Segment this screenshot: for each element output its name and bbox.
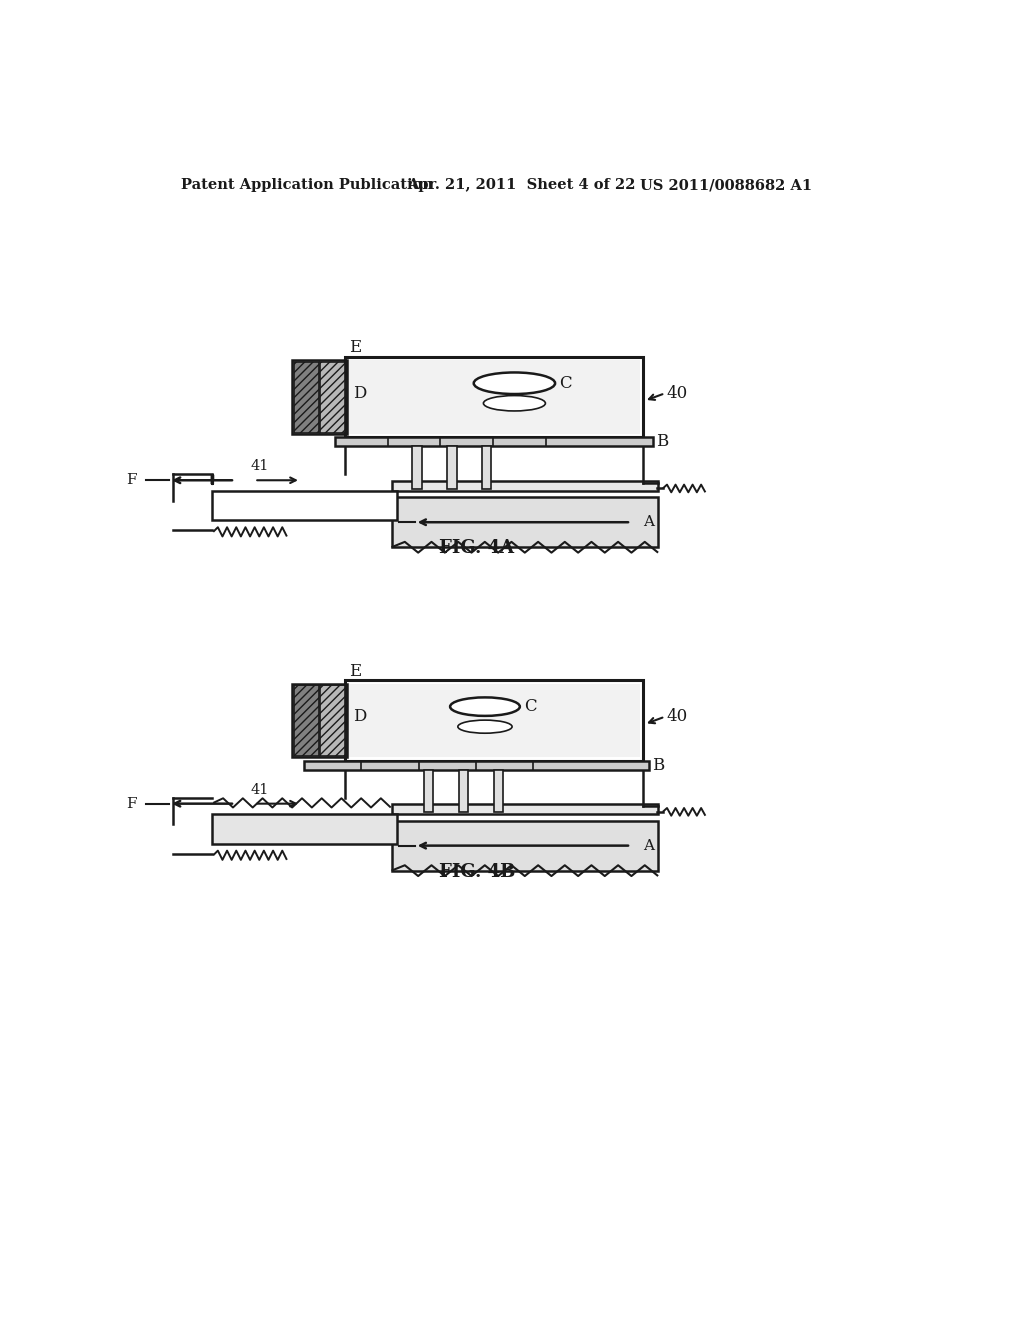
Text: FIG. 4B: FIG. 4B [438, 863, 515, 880]
Bar [424, 770, 433, 812]
Bar [348, 360, 640, 434]
Text: 40: 40 [667, 384, 688, 401]
Text: D: D [352, 384, 367, 401]
Text: US 2011/0088682 A1: US 2011/0088682 A1 [640, 178, 812, 193]
Bar [391, 498, 658, 548]
Text: B: B [652, 756, 665, 774]
Ellipse shape [483, 396, 546, 411]
Text: B: B [655, 433, 668, 450]
Bar [292, 684, 346, 758]
Text: Apr. 21, 2011  Sheet 4 of 22: Apr. 21, 2011 Sheet 4 of 22 [407, 178, 636, 193]
Bar [413, 446, 422, 488]
Bar [391, 480, 658, 491]
Bar [212, 814, 397, 843]
Ellipse shape [474, 372, 555, 393]
Bar [345, 681, 643, 760]
Text: FIG. 4A: FIG. 4A [439, 540, 514, 557]
Bar [391, 821, 658, 871]
Bar [348, 684, 640, 758]
Bar [304, 760, 649, 770]
Text: C: C [523, 698, 537, 715]
Bar [482, 446, 492, 488]
Ellipse shape [458, 721, 512, 733]
Text: A: A [643, 515, 653, 529]
Bar [292, 360, 346, 434]
Bar [447, 446, 457, 488]
Text: Patent Application Publication: Patent Application Publication [180, 178, 433, 193]
Text: 40: 40 [667, 708, 688, 725]
Text: D: D [352, 708, 367, 725]
Ellipse shape [451, 697, 520, 715]
Bar [345, 358, 643, 437]
Bar [459, 770, 468, 812]
Bar [294, 685, 318, 756]
Bar [335, 437, 652, 446]
Text: A: A [643, 838, 653, 853]
Bar [321, 362, 345, 433]
Bar [294, 362, 318, 433]
Text: F: F [126, 474, 136, 487]
Bar [494, 770, 503, 812]
Text: E: E [349, 663, 361, 680]
Text: F: F [126, 797, 136, 810]
Text: E: E [349, 339, 361, 356]
Text: 41: 41 [251, 783, 269, 797]
Text: C: C [559, 375, 571, 392]
Bar [212, 491, 397, 520]
Text: 41: 41 [251, 459, 269, 474]
Bar [321, 685, 345, 756]
Bar [391, 804, 658, 814]
